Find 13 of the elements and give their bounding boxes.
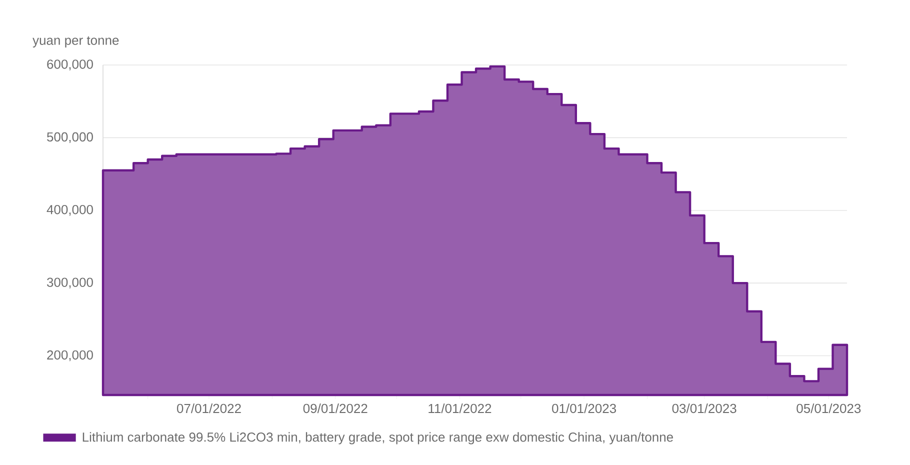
y-tick-label: 600,000: [47, 60, 93, 70]
x-tick-label: 05/01/2023: [796, 404, 861, 414]
x-tick-label: 09/01/2022: [303, 404, 368, 414]
y-axis-title: yuan per tonne: [32, 36, 119, 48]
y-tick-label: 200,000: [47, 350, 93, 362]
x-tick-label: 07/01/2022: [176, 404, 241, 414]
x-tick-label: 03/01/2023: [672, 404, 736, 414]
y-tick-label: 500,000: [47, 132, 93, 144]
x-tick-label: 01/01/2023: [552, 404, 616, 414]
x-tick-label: 11/01/2022: [428, 404, 492, 414]
legend-label: Lithium carbonate 99.5% Li2CO3 min, battery grade, spot price range exw domestic China, yuan/tonne: [82, 432, 673, 444]
y-tick-label: 300,000: [46, 278, 93, 288]
y-tick-label: 400,000: [46, 205, 93, 216]
